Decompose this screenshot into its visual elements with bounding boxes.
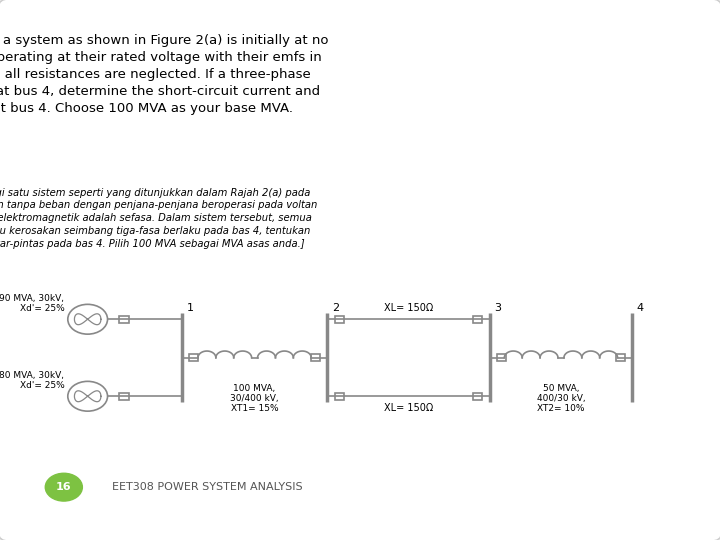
Bar <box>473 393 482 400</box>
Text: XL= 150Ω: XL= 150Ω <box>384 403 433 413</box>
Text: 1: 1 <box>186 303 194 313</box>
Text: 2: 2 <box>332 303 339 313</box>
Bar <box>189 354 198 361</box>
Bar <box>335 315 344 323</box>
Text: 80 MVA, 30kV,
Xd'= 25%: 80 MVA, 30kV, Xd'= 25% <box>0 371 65 390</box>
Bar <box>120 315 129 323</box>
Text: [Gambarajah satu-talian bagi satu sistem seperti yang ditunjukkan dalam Rajah 2(: [Gambarajah satu-talian bagi satu sistem… <box>0 187 317 249</box>
Bar <box>311 354 320 361</box>
Text: 50 MVA,
400/30 kV,
XT2= 10%: 50 MVA, 400/30 kV, XT2= 10% <box>536 383 585 414</box>
Circle shape <box>45 473 82 501</box>
Bar <box>120 393 129 400</box>
Text: 3: 3 <box>495 303 501 313</box>
Bar <box>335 393 344 400</box>
Text: 16: 16 <box>56 482 71 492</box>
Text: EET308 POWER SYSTEM ANALYSIS: EET308 POWER SYSTEM ANALYSIS <box>112 482 303 492</box>
Text: XL= 150Ω: XL= 150Ω <box>384 303 433 313</box>
Bar <box>497 354 506 361</box>
Bar <box>616 354 625 361</box>
Text: 4: 4 <box>636 303 644 313</box>
Text: 90 MVA, 30kV,
Xd'= 25%: 90 MVA, 30kV, Xd'= 25% <box>0 294 65 313</box>
Text: 100 MVA,
30/400 kV,
XT1= 15%: 100 MVA, 30/400 kV, XT1= 15% <box>230 383 279 414</box>
Bar <box>473 315 482 323</box>
Text: The one-line diagram of a system as shown in Figure 2(a) is initially at no
load: The one-line diagram of a system as show… <box>0 33 328 114</box>
